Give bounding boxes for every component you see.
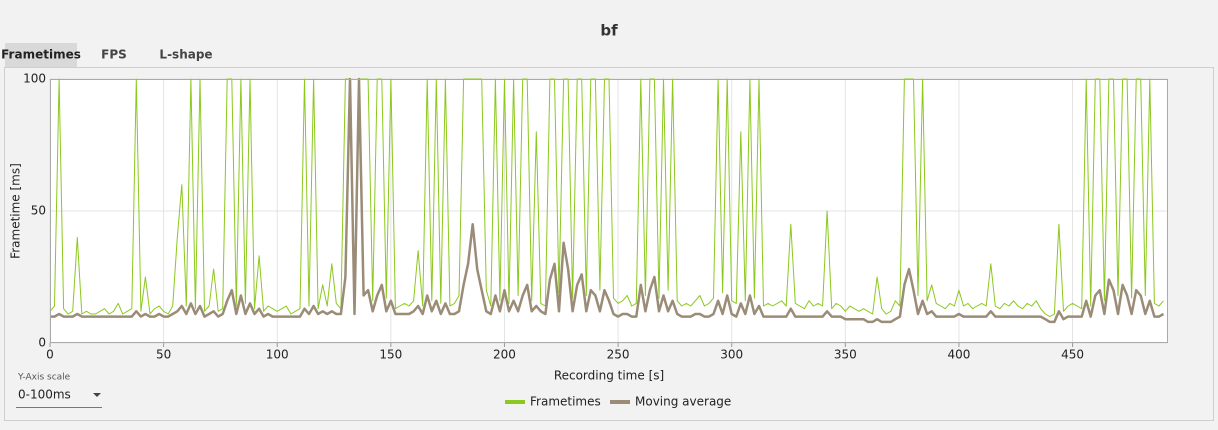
x-tick-label: 100	[266, 348, 289, 362]
series-line	[50, 77, 1165, 324]
x-axis-label: Recording time [s]	[554, 369, 664, 383]
x-tick-label: 200	[493, 348, 516, 362]
legend-label: Moving average	[635, 395, 731, 409]
tab-selected-bg	[5, 43, 77, 67]
x-tick-label: 350	[834, 348, 857, 362]
x-tick-label: 400	[947, 348, 970, 362]
chart-title: bf	[600, 22, 618, 40]
y-tick-label: 100	[23, 72, 46, 86]
x-tick-label: 250	[607, 348, 630, 362]
plot-border	[50, 79, 1168, 343]
x-tick-label: 0	[46, 348, 54, 362]
tab[interactable]: Frametimes	[1, 48, 81, 62]
tab[interactable]: L-shape	[159, 48, 212, 62]
y-axis-label: Frametime [ms]	[9, 163, 23, 259]
legend-label: Frametimes	[530, 395, 601, 409]
y-tick-label: 50	[31, 204, 46, 218]
x-tick-label: 150	[379, 348, 402, 362]
dropdown-arrow[interactable]	[93, 393, 101, 397]
x-tick-label: 300	[720, 348, 743, 362]
plot: 0 50 100 0 50 100 150 200 250 300 350 400 450	[23, 72, 1168, 362]
dropdown-label: Y-Axis scale	[17, 373, 71, 383]
tab[interactable]: FPS	[101, 48, 127, 62]
y-tick-label: 0	[38, 336, 46, 350]
dropdown-value[interactable]: 0-100ms	[18, 388, 71, 402]
x-tick-label: 50	[156, 348, 171, 362]
x-tick-label: 450	[1061, 348, 1084, 362]
